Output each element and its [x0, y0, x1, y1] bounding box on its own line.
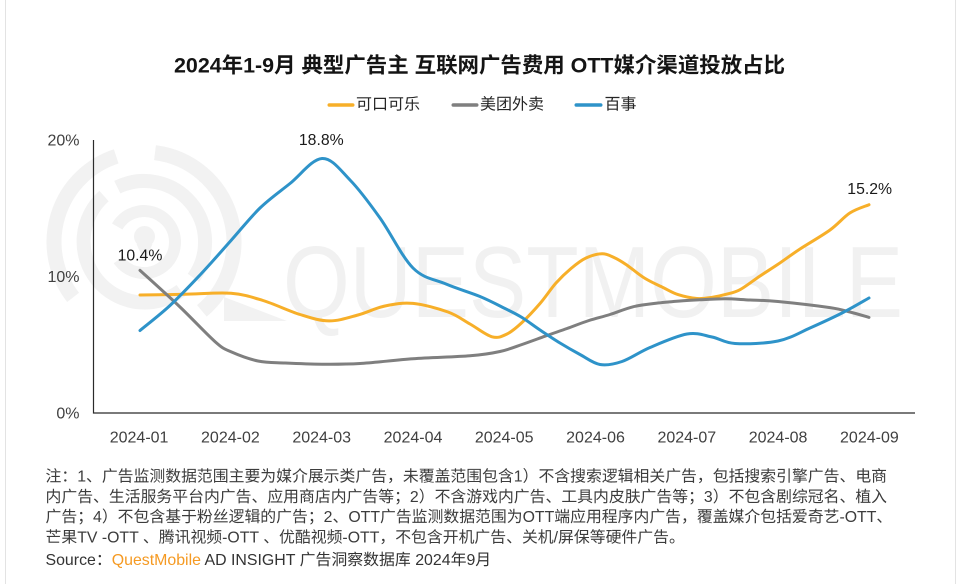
svg-text:广告；4）不包含基于粉丝逻辑的广告；2、OTT广告监测数据范: 广告；4）不包含基于粉丝逻辑的广告；2、OTT广告监测数据范围为OTT端应用程序…: [46, 508, 893, 526]
svg-text:Source：QuestMobile AD INSIGHT: Source：QuestMobile AD INSIGHT 广告洞察数据库 20…: [46, 551, 492, 569]
svg-text:20%: 20%: [47, 132, 79, 149]
svg-text:2024-04: 2024-04: [384, 429, 443, 446]
svg-text:内广告、生活服务平台内广告、应用商店内广告等；2）不含游戏内: 内广告、生活服务平台内广告、应用商店内广告等；2）不含游戏内广告、工具内皮肤广告…: [46, 488, 888, 506]
svg-text:2024-07: 2024-07: [657, 429, 716, 446]
svg-text:百事: 百事: [605, 95, 637, 113]
svg-text:2024-05: 2024-05: [475, 429, 534, 446]
svg-text:美团外卖: 美团外卖: [480, 95, 544, 113]
svg-text:10.4%: 10.4%: [118, 248, 163, 265]
svg-text:0%: 0%: [56, 405, 79, 422]
svg-text:2024年1-9月 典型广告主 互联网广告费用 OTT媒介渠: 2024年1-9月 典型广告主 互联网广告费用 OTT媒介渠道投放占比: [174, 53, 785, 77]
svg-text:2024-01: 2024-01: [110, 429, 169, 446]
svg-text:15.2%: 15.2%: [847, 181, 892, 198]
svg-text:18.8%: 18.8%: [299, 132, 344, 149]
svg-text:2024-08: 2024-08: [749, 429, 808, 446]
svg-text:2024-06: 2024-06: [566, 429, 625, 446]
svg-text:2024-02: 2024-02: [201, 429, 260, 446]
svg-text:2024-09: 2024-09: [840, 429, 899, 446]
svg-text:10%: 10%: [47, 269, 79, 286]
svg-text:2024-03: 2024-03: [292, 429, 351, 446]
svg-text:注：1、广告监测数据范围主要为媒介展示类广告，未覆盖范围包含: 注：1、广告监测数据范围主要为媒介展示类广告，未覆盖范围包含1）不含搜索逻辑相关…: [46, 468, 888, 486]
svg-text:芒果TV -OTT 、腾讯视频-OTT 、优酷视频-OTT，: 芒果TV -OTT 、腾讯视频-OTT 、优酷视频-OTT，不包含开机广告、关机…: [46, 528, 685, 546]
svg-text:可口可乐: 可口可乐: [356, 95, 420, 113]
